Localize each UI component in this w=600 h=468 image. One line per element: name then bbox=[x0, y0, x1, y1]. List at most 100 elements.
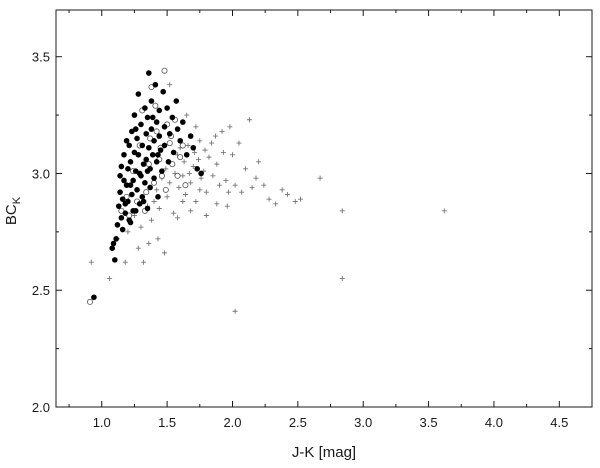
open-circle-data-point bbox=[174, 172, 181, 179]
plus-data-point bbox=[292, 198, 298, 204]
plus-data-point bbox=[181, 159, 187, 165]
filled-circle-data-point bbox=[198, 170, 204, 177]
y-axis-title: BCK bbox=[3, 196, 23, 225]
plus-data-point bbox=[151, 198, 157, 204]
plus-data-point bbox=[171, 210, 177, 216]
plus-data-point bbox=[138, 224, 144, 230]
filled-circle-data-point bbox=[148, 98, 155, 104]
filled-circle-data-point bbox=[149, 151, 156, 158]
filled-circle-data-point bbox=[147, 184, 153, 191]
filled-circle-data-point bbox=[153, 158, 160, 165]
filled-circle-data-point bbox=[155, 194, 161, 200]
filled-circle-data-point bbox=[156, 107, 163, 114]
filled-circle-data-point bbox=[194, 166, 200, 172]
filled-circle-data-point bbox=[91, 294, 97, 301]
filled-circle-data-point bbox=[119, 226, 126, 233]
plus-data-point bbox=[197, 138, 203, 144]
filled-circle-data-point bbox=[122, 210, 129, 216]
filled-circle-data-point bbox=[131, 112, 138, 118]
plus-data-point bbox=[212, 133, 218, 139]
open-circle-data-point bbox=[151, 179, 158, 186]
open-circle-data-point bbox=[161, 67, 168, 74]
filled-circle-data-point bbox=[143, 156, 150, 163]
plus-data-point bbox=[164, 194, 170, 200]
points-layer bbox=[86, 67, 447, 314]
filled-circle-data-point bbox=[144, 205, 151, 212]
plus-data-point bbox=[339, 208, 345, 214]
x-tick-label: 1.0 bbox=[93, 415, 111, 430]
filled-circle-data-point bbox=[157, 147, 164, 153]
filled-circle-data-point bbox=[123, 137, 130, 144]
filled-circle-data-point bbox=[164, 105, 170, 111]
plus-data-point bbox=[155, 236, 161, 242]
filled-circle-data-point bbox=[161, 123, 168, 130]
filled-circle-data-point bbox=[159, 168, 165, 174]
plus-data-point bbox=[239, 189, 245, 195]
plus-data-point bbox=[188, 180, 194, 186]
filled-circle-data-point bbox=[134, 187, 140, 193]
plus-data-point bbox=[216, 182, 222, 188]
x-tick-label: 3.5 bbox=[420, 415, 438, 430]
filled-circle-data-point bbox=[123, 182, 130, 188]
x-tick-label: 2.5 bbox=[289, 415, 307, 430]
open-circle-data-point bbox=[153, 128, 160, 135]
filled-circle-data-point bbox=[121, 177, 127, 184]
filled-circle-data-point bbox=[153, 119, 160, 125]
plus-data-point bbox=[146, 241, 152, 247]
open-circle-data-point bbox=[162, 186, 169, 193]
filled-circle-data-point bbox=[118, 215, 125, 221]
filled-circle-data-point bbox=[138, 121, 144, 128]
filled-circle-data-point bbox=[140, 198, 147, 205]
filled-circle-data-point bbox=[146, 144, 152, 151]
plus-data-point bbox=[131, 213, 137, 219]
filled-circle-data-point bbox=[174, 126, 181, 132]
filled-circle-data-point bbox=[190, 144, 197, 151]
filled-circle-data-point bbox=[115, 203, 122, 209]
plus-data-point bbox=[125, 229, 131, 235]
plus-data-point bbox=[210, 173, 216, 179]
plus-data-point bbox=[226, 189, 232, 195]
filled-circle-data-point bbox=[126, 217, 133, 223]
plus-data-point bbox=[224, 203, 230, 209]
plus-data-point bbox=[219, 128, 225, 134]
filled-circle-data-point bbox=[143, 130, 150, 137]
filled-circle-data-point bbox=[130, 208, 136, 214]
plus-data-point bbox=[176, 184, 182, 190]
plus-data-point bbox=[273, 201, 279, 207]
plus-data-point bbox=[202, 147, 208, 153]
plus-data-point bbox=[88, 259, 94, 265]
open-circle-data-point bbox=[179, 142, 186, 149]
plus-data-point bbox=[214, 161, 220, 167]
filled-circle-data-point bbox=[160, 88, 166, 95]
filled-circle-data-point bbox=[135, 151, 142, 158]
plus-data-point bbox=[266, 196, 272, 202]
filled-circle-data-point bbox=[144, 114, 151, 121]
filled-circle-data-point bbox=[127, 182, 134, 188]
plus-data-point bbox=[209, 140, 215, 146]
plus-data-point bbox=[163, 166, 169, 172]
filled-circle-data-point bbox=[134, 135, 140, 142]
plus-data-point bbox=[107, 276, 113, 282]
filled-circle-data-point bbox=[139, 194, 146, 200]
plus-data-point bbox=[182, 191, 188, 197]
filled-circle-data-point bbox=[151, 175, 157, 181]
plus-data-point bbox=[339, 276, 345, 282]
filled-circle-data-point bbox=[170, 149, 177, 156]
filled-circle-data-point bbox=[118, 163, 125, 170]
filled-circle-data-point bbox=[142, 105, 148, 111]
filled-circle-data-point bbox=[146, 70, 152, 76]
plus-data-point bbox=[203, 213, 209, 219]
filled-circle-data-point bbox=[112, 257, 118, 263]
plus-data-point bbox=[232, 182, 238, 188]
plus-data-point bbox=[249, 184, 255, 190]
open-circle-data-point bbox=[177, 154, 184, 161]
open-circle-data-point bbox=[86, 298, 93, 305]
plus-data-point bbox=[122, 259, 128, 265]
x-tick-label: 2.0 bbox=[223, 415, 241, 430]
plus-data-point bbox=[256, 159, 262, 165]
filled-circle-data-point bbox=[183, 151, 190, 158]
filled-circle-data-point bbox=[152, 81, 159, 88]
filled-circle-data-point bbox=[165, 158, 172, 165]
plus-data-point bbox=[214, 201, 220, 207]
open-circle-data-point bbox=[158, 172, 165, 179]
